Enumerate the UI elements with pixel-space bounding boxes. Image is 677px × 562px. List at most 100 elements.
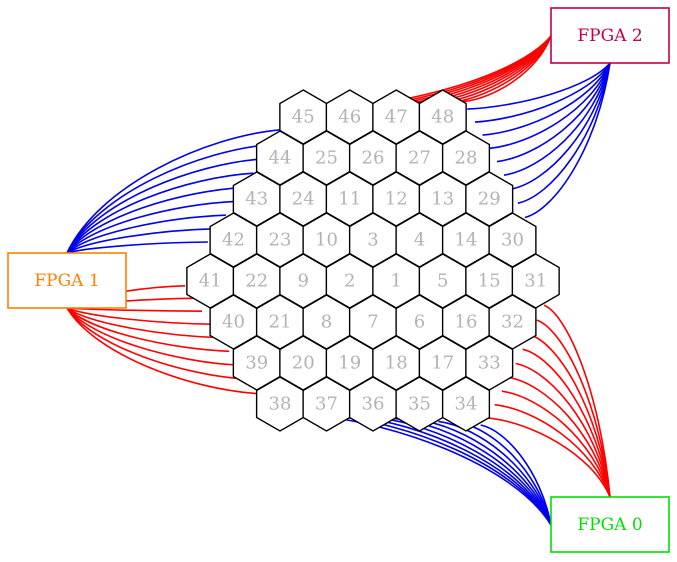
hex-cell-29: 29 (465, 171, 514, 227)
hex-label-13: 13 (431, 189, 454, 210)
wire-fpga1-red-8 (66, 307, 257, 395)
hex-label-42: 42 (222, 230, 245, 251)
wire-fpga1-blue-8 (66, 241, 208, 254)
hex-cell-26: 26 (348, 130, 398, 186)
hex-cell-48: 48 (418, 89, 467, 145)
hex-label-5: 5 (437, 271, 448, 292)
hex-shape (441, 376, 491, 432)
wire-fpga0-red-4 (515, 362, 611, 498)
hex-label-9: 9 (298, 271, 309, 292)
hex-label-39: 39 (245, 353, 268, 374)
hex-label-37: 37 (315, 394, 338, 415)
wire-fpga2-blue-5 (503, 62, 611, 176)
hex-label-33: 33 (478, 353, 501, 374)
wire-fpga2-blue-3 (489, 62, 611, 150)
hex-cell-20: 20 (279, 335, 328, 391)
hex-label-11: 11 (338, 189, 361, 210)
hex-label-27: 27 (408, 148, 431, 169)
hex-label-47: 47 (385, 107, 408, 128)
wire-fpga2-blue-4 (496, 62, 611, 163)
wire-fpga1-red-4 (66, 307, 220, 339)
hex-label-3: 3 (367, 230, 378, 251)
wire-fpga0-red-2 (529, 333, 611, 498)
wire-fpga0-blue-6 (438, 420, 552, 526)
hex-label-12: 12 (385, 189, 408, 210)
wire-fpga0-red-1 (536, 319, 611, 498)
hex-cell-18: 18 (372, 335, 421, 391)
wire-fpga0-red-7 (494, 403, 611, 498)
hex-label-4: 4 (414, 230, 425, 251)
hex-label-19: 19 (338, 353, 361, 374)
hex-label-8: 8 (321, 312, 332, 333)
wire-fpga0-red-8 (487, 417, 611, 498)
hex-label-45: 45 (292, 107, 315, 128)
wire-fpga1-blue-0 (66, 129, 282, 254)
hex-label-1: 1 (391, 271, 402, 292)
wire-fpga1-blue-1 (66, 143, 272, 254)
hex-label-35: 35 (408, 394, 431, 415)
wire-fpga1-blue-3 (66, 172, 254, 254)
hex-label-6: 6 (414, 312, 425, 333)
wire-fpga0-red-0 (543, 304, 611, 498)
hex-label-21: 21 (269, 312, 292, 333)
hex-cell-33: 33 (465, 335, 514, 391)
wire-fpga0-blue-8 (480, 424, 552, 526)
hex-cell-10: 10 (302, 212, 351, 268)
hex-cell-34: 34 (441, 376, 491, 432)
hex-label-36: 36 (362, 394, 385, 415)
hex-cell-38: 38 (255, 376, 305, 432)
hex-label-29: 29 (478, 189, 501, 210)
hex-label-22: 22 (245, 271, 268, 292)
fpga-0-frame (550, 496, 670, 553)
wire-fpga0-blue-5 (416, 419, 552, 526)
hex-cell-28: 28 (441, 130, 491, 186)
hex-label-44: 44 (269, 148, 292, 169)
hex-label-48: 48 (431, 107, 454, 128)
hex-cell-32: 32 (488, 294, 537, 350)
wire-fpga0-blue-1 (326, 414, 552, 526)
fpga-1-label: FPGA 1 (34, 271, 99, 291)
wire-fpga1-red-6 (66, 307, 239, 366)
wire-fpga0-red-3 (522, 348, 611, 498)
hex-label-28: 28 (455, 148, 478, 169)
fpga-0-box: FPGA 0 (550, 496, 670, 553)
hex-label-34: 34 (455, 394, 478, 415)
hex-label-23: 23 (269, 230, 292, 251)
wire-fpga2-red-8 (463, 35, 552, 103)
hex-label-16: 16 (455, 312, 478, 333)
wire-fpga1-red-5 (66, 307, 230, 353)
wire-fpga1-blue-6 (66, 214, 227, 254)
hex-label-24: 24 (292, 189, 315, 210)
hex-label-31: 31 (524, 271, 547, 292)
hex-label-26: 26 (362, 148, 385, 169)
wire-fpga0-blue-3 (371, 416, 552, 526)
wire-fpga1-blue-5 (66, 200, 236, 254)
wire-fpga1-blue-4 (66, 186, 245, 254)
hex-label-25: 25 (315, 148, 338, 169)
hex-label-32: 32 (501, 312, 524, 333)
wire-fpga1-blue-2 (66, 158, 263, 254)
fpga-2-frame (550, 7, 670, 64)
hex-label-18: 18 (385, 353, 408, 374)
wire-fpga0-red-6 (501, 390, 611, 498)
hex-cell-14: 14 (441, 212, 491, 268)
wire-fpga2-blue-6 (510, 62, 611, 190)
hex-label-14: 14 (455, 230, 478, 251)
wire-fpga1-red-3 (66, 307, 211, 325)
wire-fpga2-blue-7 (517, 62, 611, 204)
hex-label-38: 38 (269, 394, 292, 415)
hex-label-46: 46 (338, 107, 361, 128)
fpga-1-box: FPGA 1 (7, 252, 127, 309)
hex-label-15: 15 (478, 271, 501, 292)
hex-cell-30: 30 (488, 212, 537, 268)
wire-fpga2-blue-2 (482, 62, 611, 136)
hex-cell-37: 37 (302, 376, 351, 432)
wire-fpga1-blue-7 (66, 227, 217, 254)
hex-label-10: 10 (315, 230, 338, 251)
hex-label-20: 20 (292, 353, 315, 374)
hex-cell-11: 11 (325, 171, 374, 227)
wire-fpga1-red-7 (66, 307, 248, 380)
wire-fpga2-blue-0 (467, 62, 611, 110)
